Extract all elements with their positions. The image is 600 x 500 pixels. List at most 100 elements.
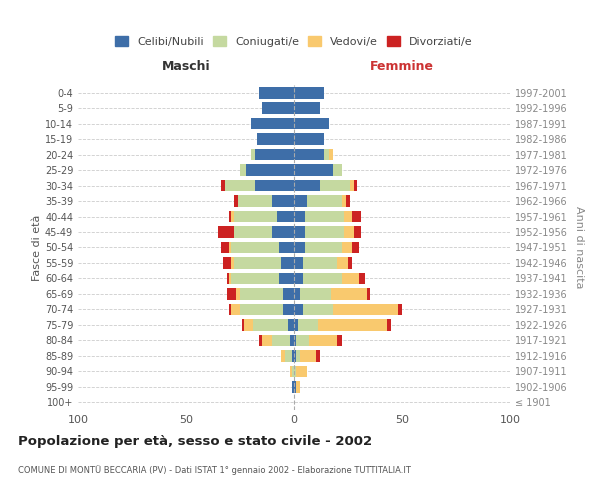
Bar <box>229 272 232 284</box>
Bar <box>281 257 294 269</box>
Text: Maschi: Maschi <box>161 60 211 72</box>
Bar <box>309 334 337 346</box>
Bar <box>232 257 233 269</box>
Bar <box>272 196 294 207</box>
Bar <box>346 196 350 207</box>
Bar <box>294 149 324 160</box>
Bar <box>355 180 356 192</box>
Bar <box>333 164 341 176</box>
Bar <box>233 196 238 207</box>
Bar <box>294 210 305 222</box>
Bar <box>359 272 365 284</box>
Bar <box>305 226 344 238</box>
Bar <box>253 319 287 330</box>
Bar <box>331 288 367 300</box>
Bar <box>337 334 341 346</box>
Bar <box>233 210 277 222</box>
Bar <box>294 334 296 346</box>
Bar <box>240 304 283 315</box>
Bar <box>279 272 294 284</box>
Bar <box>294 257 302 269</box>
Bar <box>227 288 236 300</box>
Bar <box>255 180 294 192</box>
Bar <box>294 118 329 130</box>
Bar <box>290 366 292 377</box>
Bar <box>329 149 333 160</box>
Bar <box>287 319 294 330</box>
Bar <box>318 319 387 330</box>
Bar <box>355 226 361 238</box>
Bar <box>283 304 294 315</box>
Bar <box>233 226 272 238</box>
Bar <box>367 288 370 300</box>
Bar <box>257 134 294 145</box>
Bar <box>352 242 359 254</box>
Bar <box>294 350 296 362</box>
Bar <box>292 366 294 377</box>
Legend: Celibi/Nubili, Coniugati/e, Vedovi/e, Divorziati/e: Celibi/Nubili, Coniugati/e, Vedovi/e, Di… <box>111 32 477 52</box>
Bar <box>294 226 305 238</box>
Bar <box>294 304 302 315</box>
Bar <box>348 257 352 269</box>
Bar <box>305 242 341 254</box>
Bar <box>344 210 352 222</box>
Bar <box>281 350 286 362</box>
Bar <box>286 350 292 362</box>
Bar <box>240 164 247 176</box>
Bar <box>240 288 283 300</box>
Bar <box>296 350 301 362</box>
Bar <box>294 134 324 145</box>
Bar <box>337 257 348 269</box>
Bar <box>341 242 352 254</box>
Bar <box>255 149 294 160</box>
Bar <box>277 210 294 222</box>
Bar <box>333 304 398 315</box>
Bar <box>221 242 229 254</box>
Bar <box>233 257 281 269</box>
Bar <box>305 210 344 222</box>
Bar <box>242 319 244 330</box>
Bar <box>341 272 359 284</box>
Bar <box>296 381 301 392</box>
Bar <box>229 210 232 222</box>
Bar <box>398 304 402 315</box>
Bar <box>236 288 240 300</box>
Bar <box>232 242 279 254</box>
Bar <box>294 164 333 176</box>
Bar <box>350 180 355 192</box>
Bar <box>251 149 255 160</box>
Bar <box>290 334 294 346</box>
Text: Popolazione per età, sesso e stato civile - 2002: Popolazione per età, sesso e stato civil… <box>18 435 372 448</box>
Bar <box>259 334 262 346</box>
Bar <box>302 272 341 284</box>
Bar <box>294 242 305 254</box>
Bar <box>302 257 337 269</box>
Bar <box>227 272 229 284</box>
Bar <box>294 319 298 330</box>
Bar <box>294 102 320 114</box>
Bar <box>294 288 301 300</box>
Bar <box>229 304 232 315</box>
Bar <box>387 319 391 330</box>
Bar <box>294 180 320 192</box>
Bar <box>296 334 309 346</box>
Bar <box>307 196 341 207</box>
Bar <box>279 242 294 254</box>
Bar <box>302 304 333 315</box>
Bar <box>294 381 296 392</box>
Text: Femmine: Femmine <box>370 60 434 72</box>
Bar <box>247 164 294 176</box>
Bar <box>294 366 296 377</box>
Bar <box>238 196 272 207</box>
Y-axis label: Fasce di età: Fasce di età <box>32 214 42 280</box>
Bar <box>294 87 324 99</box>
Bar <box>262 102 294 114</box>
Bar <box>316 350 320 362</box>
Bar <box>324 149 329 160</box>
Bar <box>298 319 318 330</box>
Bar <box>244 319 253 330</box>
Bar <box>301 350 316 362</box>
Bar <box>301 288 331 300</box>
Bar <box>262 334 272 346</box>
Bar <box>344 226 355 238</box>
